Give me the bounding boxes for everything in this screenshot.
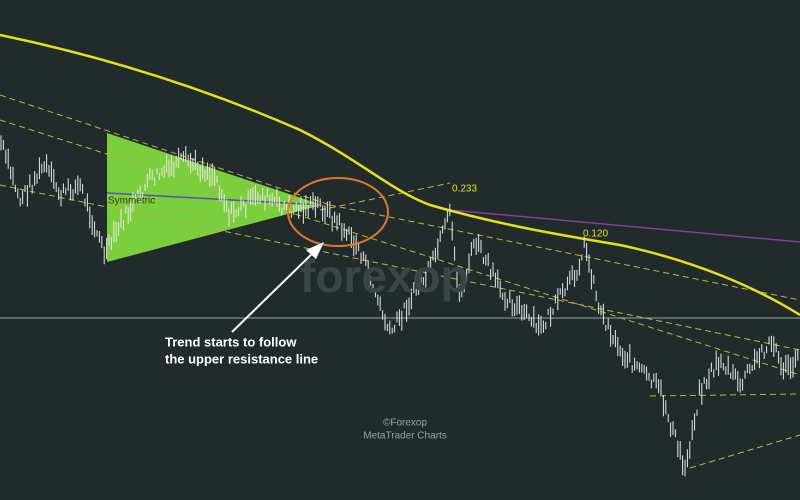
fib-line xyxy=(449,209,800,243)
watermark: forexop xyxy=(300,250,469,302)
trend-line xyxy=(0,94,331,206)
trend-lines xyxy=(0,94,800,469)
copyright: ©Forexop xyxy=(383,418,427,429)
callout-text: the upper resistance line xyxy=(165,351,318,366)
trend-line xyxy=(0,184,800,351)
arrow-head xyxy=(306,242,324,259)
pattern-label: Symmetric xyxy=(108,196,155,207)
fib-line xyxy=(319,182,451,211)
price-bars xyxy=(0,135,799,477)
moving-average xyxy=(0,33,800,317)
triangle-pattern xyxy=(107,133,322,262)
fib-label: 0.233 xyxy=(452,184,477,195)
callout-text: Trend starts to follow xyxy=(165,334,297,349)
fib-label: 0.120 xyxy=(583,229,608,240)
support-line xyxy=(689,434,800,469)
source-label: MetaTrader Charts xyxy=(363,431,447,442)
support-line xyxy=(649,393,800,397)
highlight-circle xyxy=(287,177,389,247)
arrow-shaft xyxy=(231,247,319,333)
